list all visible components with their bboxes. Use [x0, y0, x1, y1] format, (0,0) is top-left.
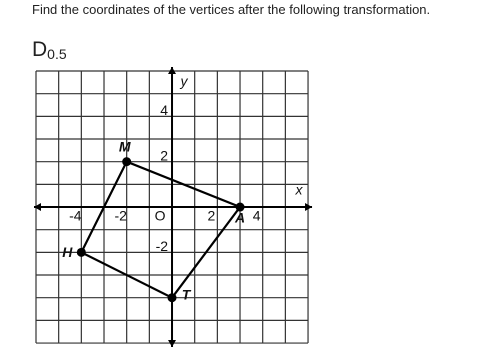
vertex — [167, 293, 177, 303]
vertex-label: T — [182, 286, 192, 302]
transformation: D0.5 — [32, 38, 67, 62]
origin-label: O — [155, 208, 166, 224]
x-tick-label: 4 — [253, 208, 261, 224]
vertex — [235, 202, 245, 212]
vertex-label: H — [62, 244, 73, 260]
x-tick-label: -2 — [114, 208, 127, 224]
y-tick-label: 2 — [160, 147, 168, 163]
dilation-symbol: D — [32, 38, 48, 61]
vertex — [76, 247, 86, 257]
vertex — [122, 157, 132, 167]
question: Find the coordinates of the vertices aft… — [32, 2, 431, 17]
x-tick-label: 2 — [207, 208, 215, 224]
x-axis-label: x — [294, 182, 303, 198]
scale-factor: 0.5 — [47, 46, 67, 62]
x-tick-label: -4 — [69, 208, 82, 224]
y-tick-label: 4 — [160, 102, 168, 118]
vertex-label: A — [234, 210, 245, 226]
vertex-label: M — [119, 138, 131, 154]
y-tick-label: -2 — [156, 238, 169, 254]
y-axis-label: y — [180, 73, 189, 89]
